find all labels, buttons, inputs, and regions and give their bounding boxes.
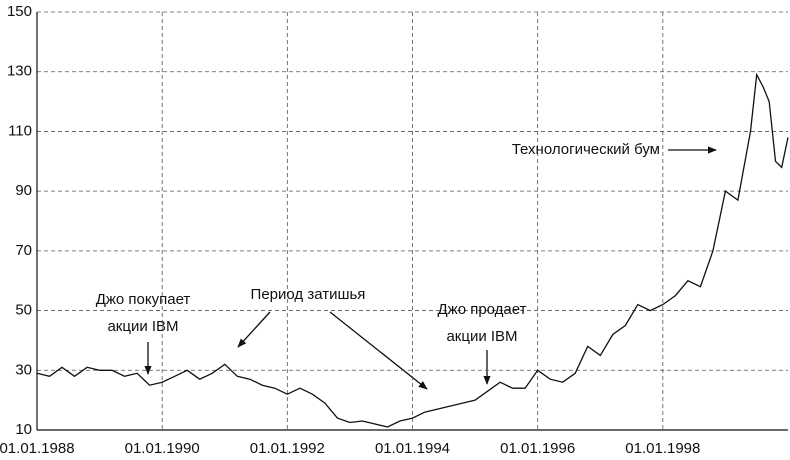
annotation: Джо продает <box>438 301 527 318</box>
line-series <box>36 72 789 428</box>
x-tick-label: 01.01.1988 <box>0 440 75 457</box>
x-tick-label: 01.01.1996 <box>500 440 575 457</box>
annotation-arrow <box>329 311 428 390</box>
annotation: акции IBM <box>446 328 517 345</box>
y-tick-label: 90 <box>15 182 32 199</box>
x-tick-label: 01.01.1992 <box>250 440 325 457</box>
y-tick-label: 30 <box>15 361 32 378</box>
annotation: Технологический бум <box>512 141 660 158</box>
y-tick-label: 150 <box>7 3 32 20</box>
y-tick-label: 70 <box>15 242 32 259</box>
x-tick-label: 01.01.1994 <box>375 440 450 457</box>
x-tick-label: 01.01.1990 <box>125 440 200 457</box>
y-tick-label: 130 <box>7 63 32 80</box>
y-tick-label: 10 <box>15 421 32 438</box>
annotation: Период затишья <box>251 286 366 303</box>
y-tick-label: 50 <box>15 302 32 319</box>
annotation: акции IBM <box>107 318 178 335</box>
y-tick-label: 110 <box>8 122 32 139</box>
annotation: Джо покупает <box>96 291 191 308</box>
x-tick-label: 01.01.1998 <box>625 440 700 457</box>
annotation-arrow <box>237 311 271 348</box>
